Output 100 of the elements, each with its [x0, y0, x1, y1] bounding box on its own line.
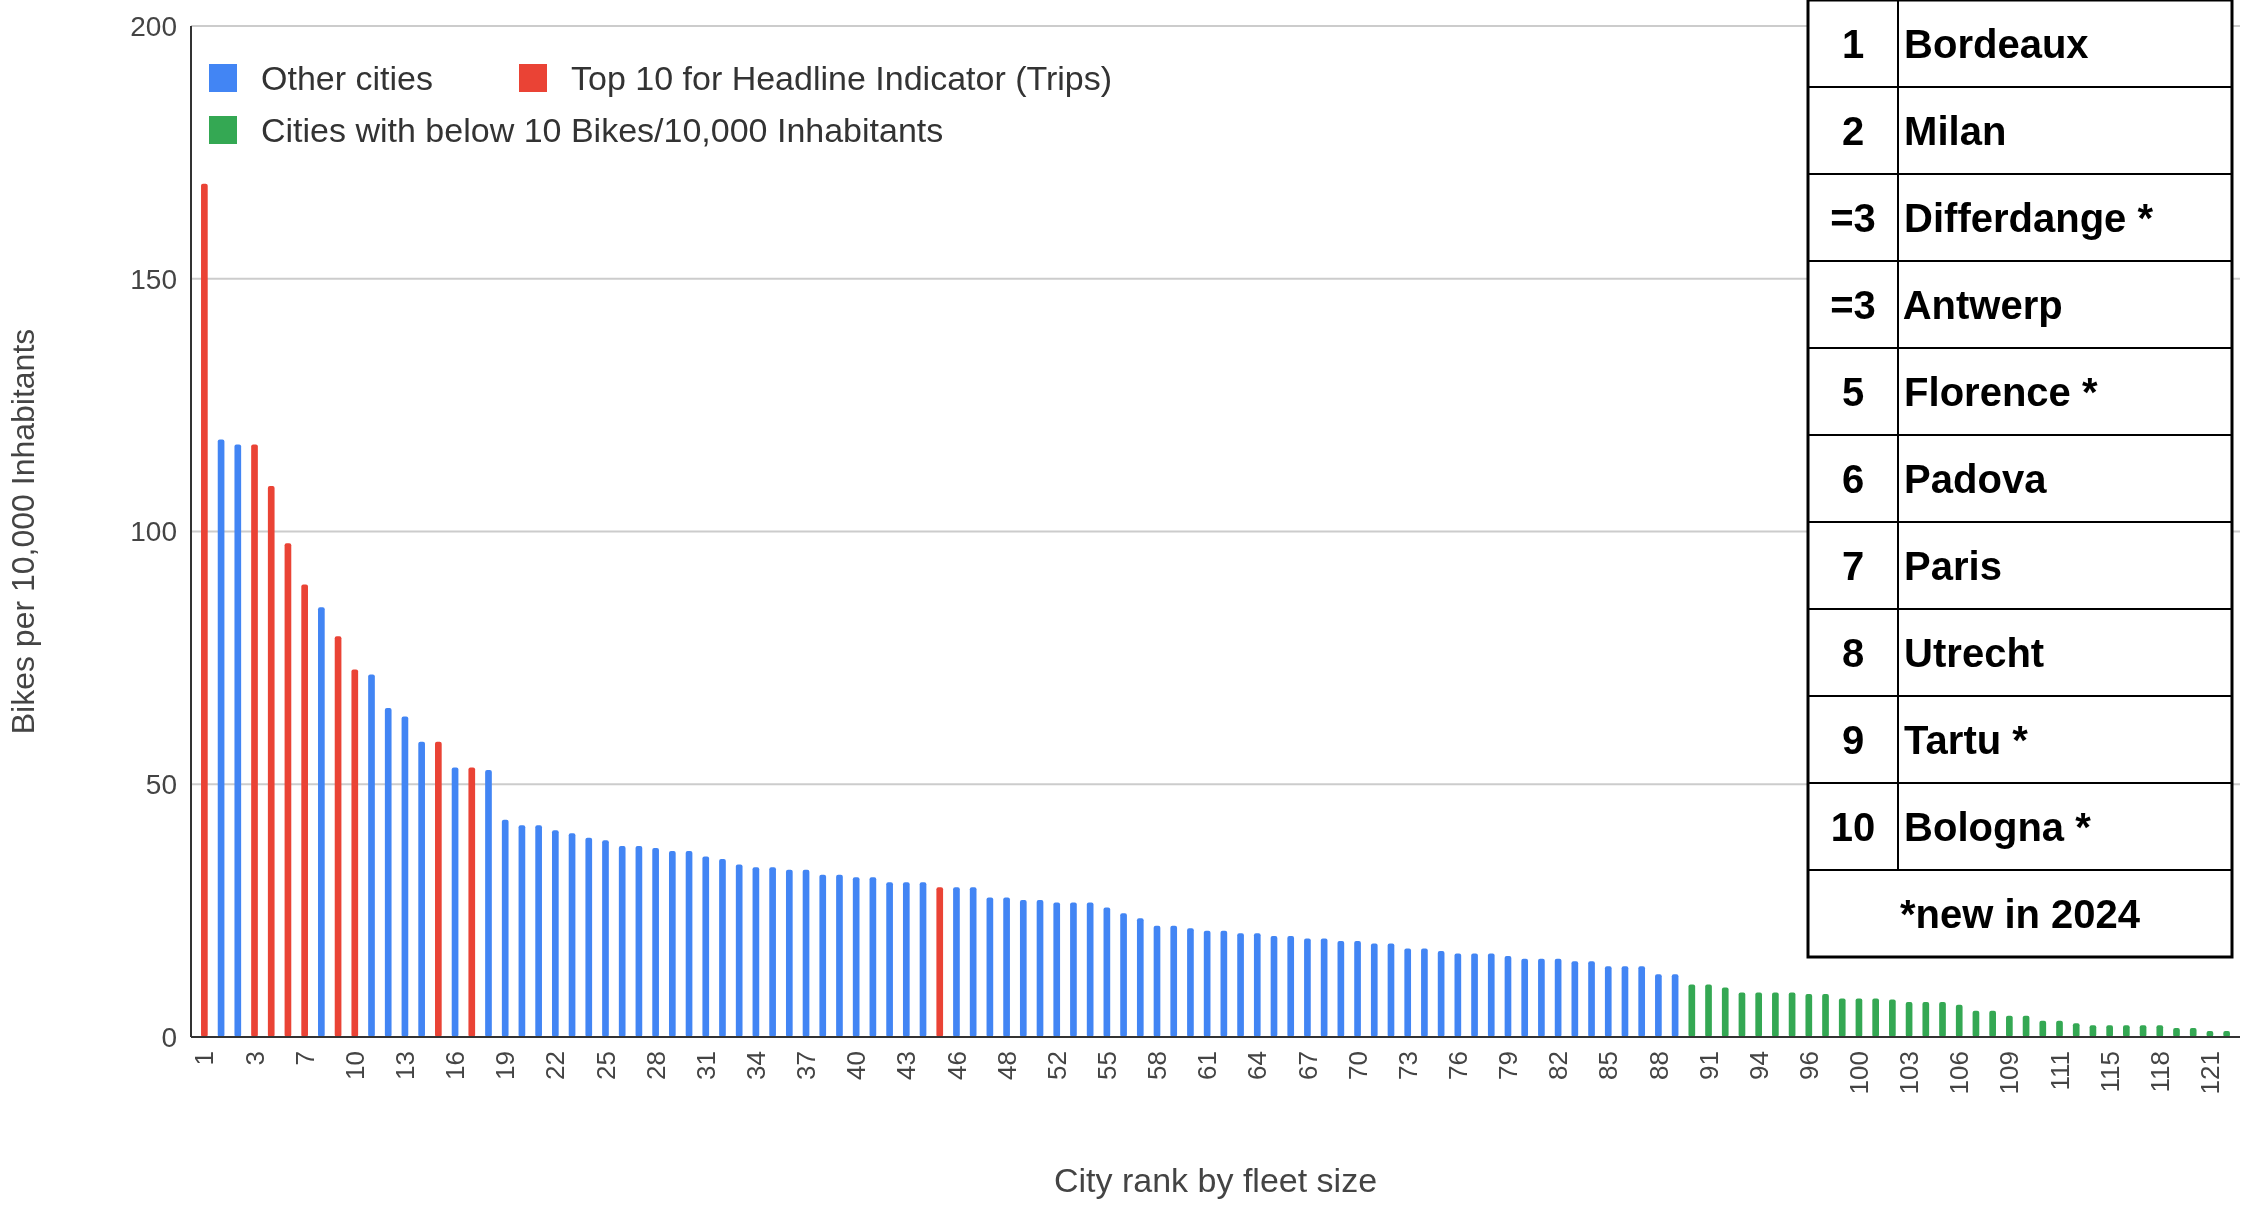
bar	[936, 887, 944, 1037]
bar	[953, 887, 960, 1037]
legend-label: Top 10 for Headline Indicator (Trips)	[571, 58, 1113, 97]
bar	[251, 444, 258, 1037]
bar	[1287, 935, 1295, 1037]
bar	[602, 840, 609, 1037]
bar	[1772, 992, 1779, 1037]
bar	[2056, 1020, 2063, 1037]
bar	[1170, 925, 1178, 1037]
bar	[418, 741, 425, 1037]
x-tick-label: 25	[590, 1051, 621, 1080]
bar	[785, 869, 793, 1037]
x-tick-label: 103	[1894, 1051, 1925, 1095]
x-tick-label: 64	[1242, 1051, 1273, 1080]
bar	[1705, 984, 1712, 1037]
x-tick-label: 13	[390, 1051, 421, 1080]
bar	[485, 770, 492, 1037]
x-tick-label: 82	[1543, 1051, 1574, 1080]
bar	[535, 825, 542, 1037]
bar	[318, 607, 325, 1037]
x-tick-label: 118	[2144, 1051, 2175, 1093]
bar	[201, 183, 208, 1037]
x-tick-label: 96	[1793, 1051, 1824, 1080]
x-tick-label: 31	[690, 1051, 721, 1080]
x-tick-label: 111	[2044, 1051, 2075, 1091]
annotation: 2 Milan	[1841, 108, 2007, 153]
annotation: 9 Tartu *	[1841, 717, 2029, 762]
bar	[1571, 961, 1579, 1037]
bar	[1604, 966, 1612, 1037]
x-tick-label: 3	[239, 1051, 270, 1066]
bar	[1053, 902, 1061, 1037]
bar	[1805, 994, 1813, 1037]
bar	[2156, 1025, 2164, 1037]
x-tick-label: 22	[540, 1051, 571, 1080]
y-axis-title: Bikes per 10,000 Inhabitants	[5, 328, 41, 735]
bar	[652, 847, 659, 1037]
x-axis-title: City rank by fleet size	[1053, 1161, 1378, 1199]
x-tick-label: 46	[941, 1051, 972, 1080]
bar	[2123, 1025, 2130, 1037]
bar	[468, 767, 476, 1037]
legend-label: Other cities	[261, 58, 433, 97]
bar	[1655, 974, 1662, 1037]
x-tick-label: 67	[1292, 1051, 1323, 1080]
bar	[1187, 928, 1194, 1037]
annotation: 10 Bologna *	[1830, 804, 2092, 849]
bar	[2106, 1025, 2113, 1037]
bar	[334, 636, 342, 1037]
bar	[735, 864, 743, 1037]
annotation: 1 Bordeaux	[1841, 21, 2089, 66]
bar	[702, 856, 710, 1037]
y-tick-label: 200	[130, 10, 177, 42]
x-tick-label: 121	[2195, 1051, 2226, 1095]
bar	[368, 674, 375, 1037]
x-tick-label: 37	[791, 1051, 822, 1080]
bar	[819, 874, 827, 1037]
x-tick-label: 10	[339, 1051, 370, 1080]
annotation: 5 Florence *	[1841, 369, 2098, 414]
bar	[618, 845, 626, 1037]
bar	[384, 707, 392, 1037]
bar	[301, 584, 308, 1037]
bar	[2072, 1023, 2080, 1037]
annotation: *new in 2024	[1899, 891, 2141, 936]
bar	[552, 830, 559, 1037]
bar	[585, 837, 593, 1037]
x-tick-label: 1	[189, 1051, 220, 1066]
annotation: =3 Differdange *	[1830, 195, 2154, 240]
bar	[1070, 902, 1077, 1037]
y-tick-label: 0	[161, 1021, 177, 1053]
bar	[1003, 897, 1010, 1037]
bar	[1019, 900, 1027, 1037]
bar	[1421, 948, 1428, 1037]
x-tick-label: 28	[640, 1051, 671, 1080]
bar	[902, 882, 910, 1037]
x-tick-label: 85	[1593, 1051, 1624, 1080]
x-tick-label: 88	[1643, 1051, 1674, 1080]
bar	[836, 874, 843, 1037]
x-tick-label: 19	[490, 1051, 521, 1080]
bar	[1370, 943, 1378, 1037]
bar	[1755, 992, 1763, 1037]
y-tick-label: 150	[130, 263, 177, 295]
bar	[2006, 1015, 2013, 1037]
bar	[886, 882, 893, 1037]
bar	[1304, 938, 1311, 1037]
bar	[1688, 984, 1696, 1037]
bar	[769, 867, 776, 1037]
bar	[1136, 918, 1144, 1037]
x-tick-label: 91	[1693, 1051, 1724, 1080]
bar	[1120, 913, 1127, 1037]
bar	[1955, 1004, 1963, 1037]
x-tick-label: 106	[1944, 1051, 1975, 1095]
x-tick-label: 58	[1142, 1051, 1173, 1080]
bar	[1521, 958, 1529, 1037]
bar	[284, 543, 292, 1037]
bar	[1538, 958, 1545, 1037]
bar	[234, 444, 242, 1037]
x-tick-label: 100	[1844, 1051, 1875, 1095]
x-tick-label: 34	[741, 1051, 771, 1080]
annotation: =3 Antwerp	[1830, 282, 2063, 327]
x-tick-label: 61	[1192, 1051, 1223, 1080]
bar	[1872, 998, 1880, 1037]
